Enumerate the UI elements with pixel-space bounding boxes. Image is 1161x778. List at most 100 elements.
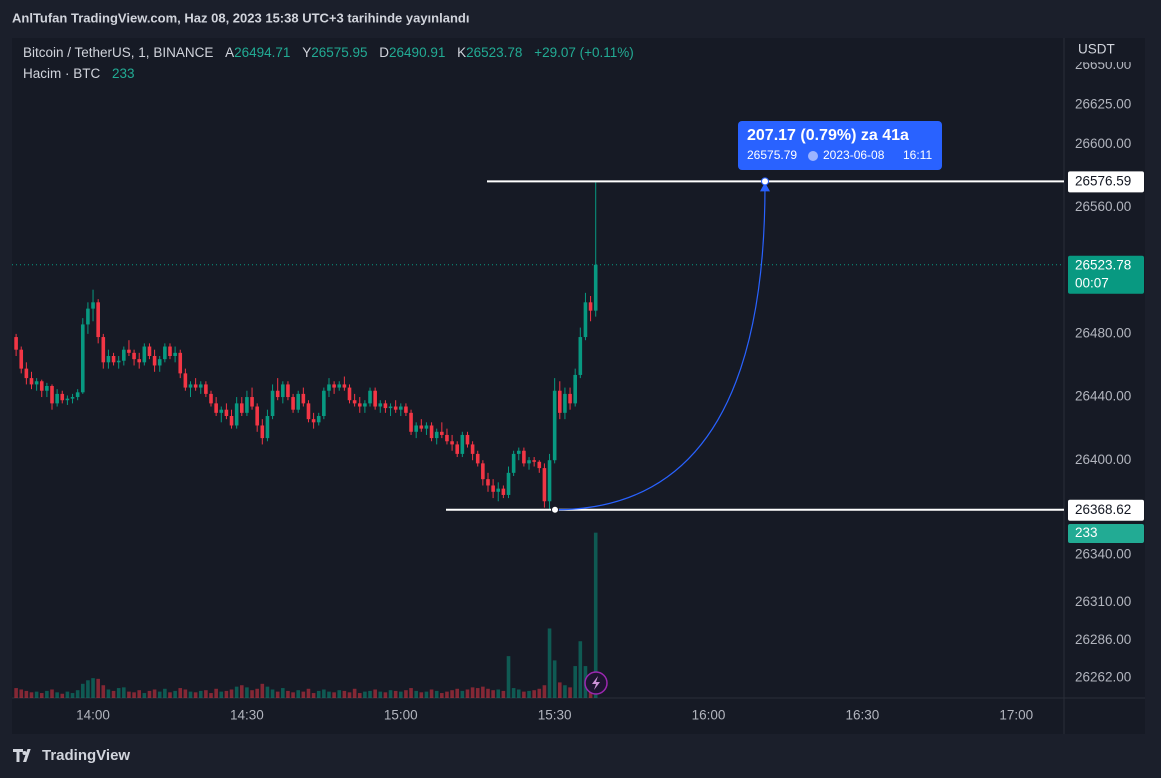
volume-label: Hacim · BTC <box>23 66 101 81</box>
candle-body <box>316 416 321 423</box>
candle-body <box>142 346 147 363</box>
volume-bar <box>578 641 583 698</box>
volume-bar <box>547 628 552 698</box>
volume-bar <box>219 691 224 698</box>
x-tick-label: 15:00 <box>384 708 418 723</box>
candle-body <box>152 356 157 366</box>
candle-body <box>481 463 485 480</box>
candle-body <box>157 359 162 366</box>
volume-bar <box>214 688 218 698</box>
ohlc-letter: K <box>457 45 467 60</box>
current-price-label: 26523.78 <box>1075 257 1131 272</box>
volume-bar <box>101 685 106 698</box>
volume-bar <box>470 687 475 698</box>
volume-bar <box>106 689 111 698</box>
volume-bar <box>147 690 152 698</box>
candle-body <box>188 384 193 388</box>
currency-bg <box>1066 38 1144 62</box>
candle-body <box>496 488 501 492</box>
candle-body <box>275 390 280 398</box>
candle-body <box>347 387 352 401</box>
candle-body <box>86 308 90 325</box>
current-price-label-countdown: 00:07 <box>1075 275 1109 290</box>
range-low-label: 26368.62 <box>1075 502 1131 517</box>
volume-bar <box>255 688 259 698</box>
y-tick-label: 26480.00 <box>1075 325 1131 340</box>
candle-body <box>363 403 367 407</box>
volume-bar <box>419 692 424 698</box>
candle-body <box>75 392 80 398</box>
volume-bar <box>481 686 485 698</box>
volume-bar <box>60 693 65 698</box>
volume-bar <box>486 688 490 698</box>
candle-body <box>501 488 506 495</box>
volume-bar <box>19 689 24 698</box>
volume-label-bg <box>1068 524 1144 543</box>
candle-body <box>301 393 306 404</box>
candle-body <box>178 352 183 374</box>
volume-bar <box>434 690 439 698</box>
volume-bar <box>193 692 198 698</box>
candle-body <box>91 302 95 309</box>
alert-bolt <box>592 676 600 690</box>
candle-body <box>163 346 167 360</box>
volume-bar <box>29 692 34 698</box>
candle-body <box>14 337 18 350</box>
volume-bar <box>137 690 142 698</box>
volume-bar <box>511 688 516 698</box>
clock-icon <box>808 151 818 161</box>
volume-bar <box>86 680 90 698</box>
volume-bar <box>347 692 352 698</box>
candle-body <box>429 425 434 439</box>
volume-bar <box>337 690 342 698</box>
candle-body <box>34 381 39 385</box>
volume-bar <box>465 689 470 698</box>
x-tick-label: 14:30 <box>230 708 264 723</box>
volume-bar <box>491 690 495 698</box>
y-tick-label: 26560.00 <box>1075 199 1131 214</box>
candle-body <box>593 264 598 311</box>
y-tick-label: 26262.00 <box>1075 670 1131 685</box>
candle-body <box>352 400 357 404</box>
candle-body <box>132 352 136 360</box>
candle-body <box>342 384 347 388</box>
candle-body <box>209 393 213 404</box>
volume-bar <box>270 689 275 698</box>
candle-body <box>552 390 557 461</box>
volume-bar <box>178 688 183 698</box>
volume-bar <box>301 691 306 698</box>
range-high-label-bg <box>1068 171 1144 193</box>
x-tick-label: 17:00 <box>999 708 1033 723</box>
measure-title: 207.17 (0.79%) za 41a <box>747 127 909 144</box>
ohlc-letter: D <box>379 45 390 60</box>
volume-bar <box>388 690 393 698</box>
candle-body <box>563 393 567 413</box>
candle-body <box>470 444 475 454</box>
volume-bar <box>460 690 465 698</box>
candle-body <box>368 390 372 404</box>
x-tick-label: 15:30 <box>538 708 572 723</box>
volume-bar <box>311 693 316 698</box>
candle-body <box>568 393 572 404</box>
volume-bar <box>383 692 388 698</box>
volume-bar <box>163 688 167 698</box>
volume-bar <box>593 532 598 698</box>
candle-body <box>516 450 521 454</box>
volume-bar <box>265 686 270 698</box>
volume-bar <box>475 688 480 698</box>
x-tick-label: 14:00 <box>76 708 110 723</box>
candle-body <box>542 468 547 502</box>
candle-body <box>557 390 562 413</box>
candle-body <box>296 393 301 410</box>
volume-bar <box>522 691 526 698</box>
volume-bar <box>573 666 577 698</box>
volume-bar <box>563 685 567 698</box>
ohlc-letter: Y <box>302 45 312 60</box>
volume-bar <box>352 688 357 698</box>
volume-bar <box>440 693 444 698</box>
candle-body <box>219 409 224 413</box>
candle-body <box>532 460 536 462</box>
volume-bar <box>357 693 362 698</box>
published-note: AnlTufan TradingView.com, Haz 08, 2023 1… <box>12 10 469 25</box>
candle-body <box>414 425 418 432</box>
